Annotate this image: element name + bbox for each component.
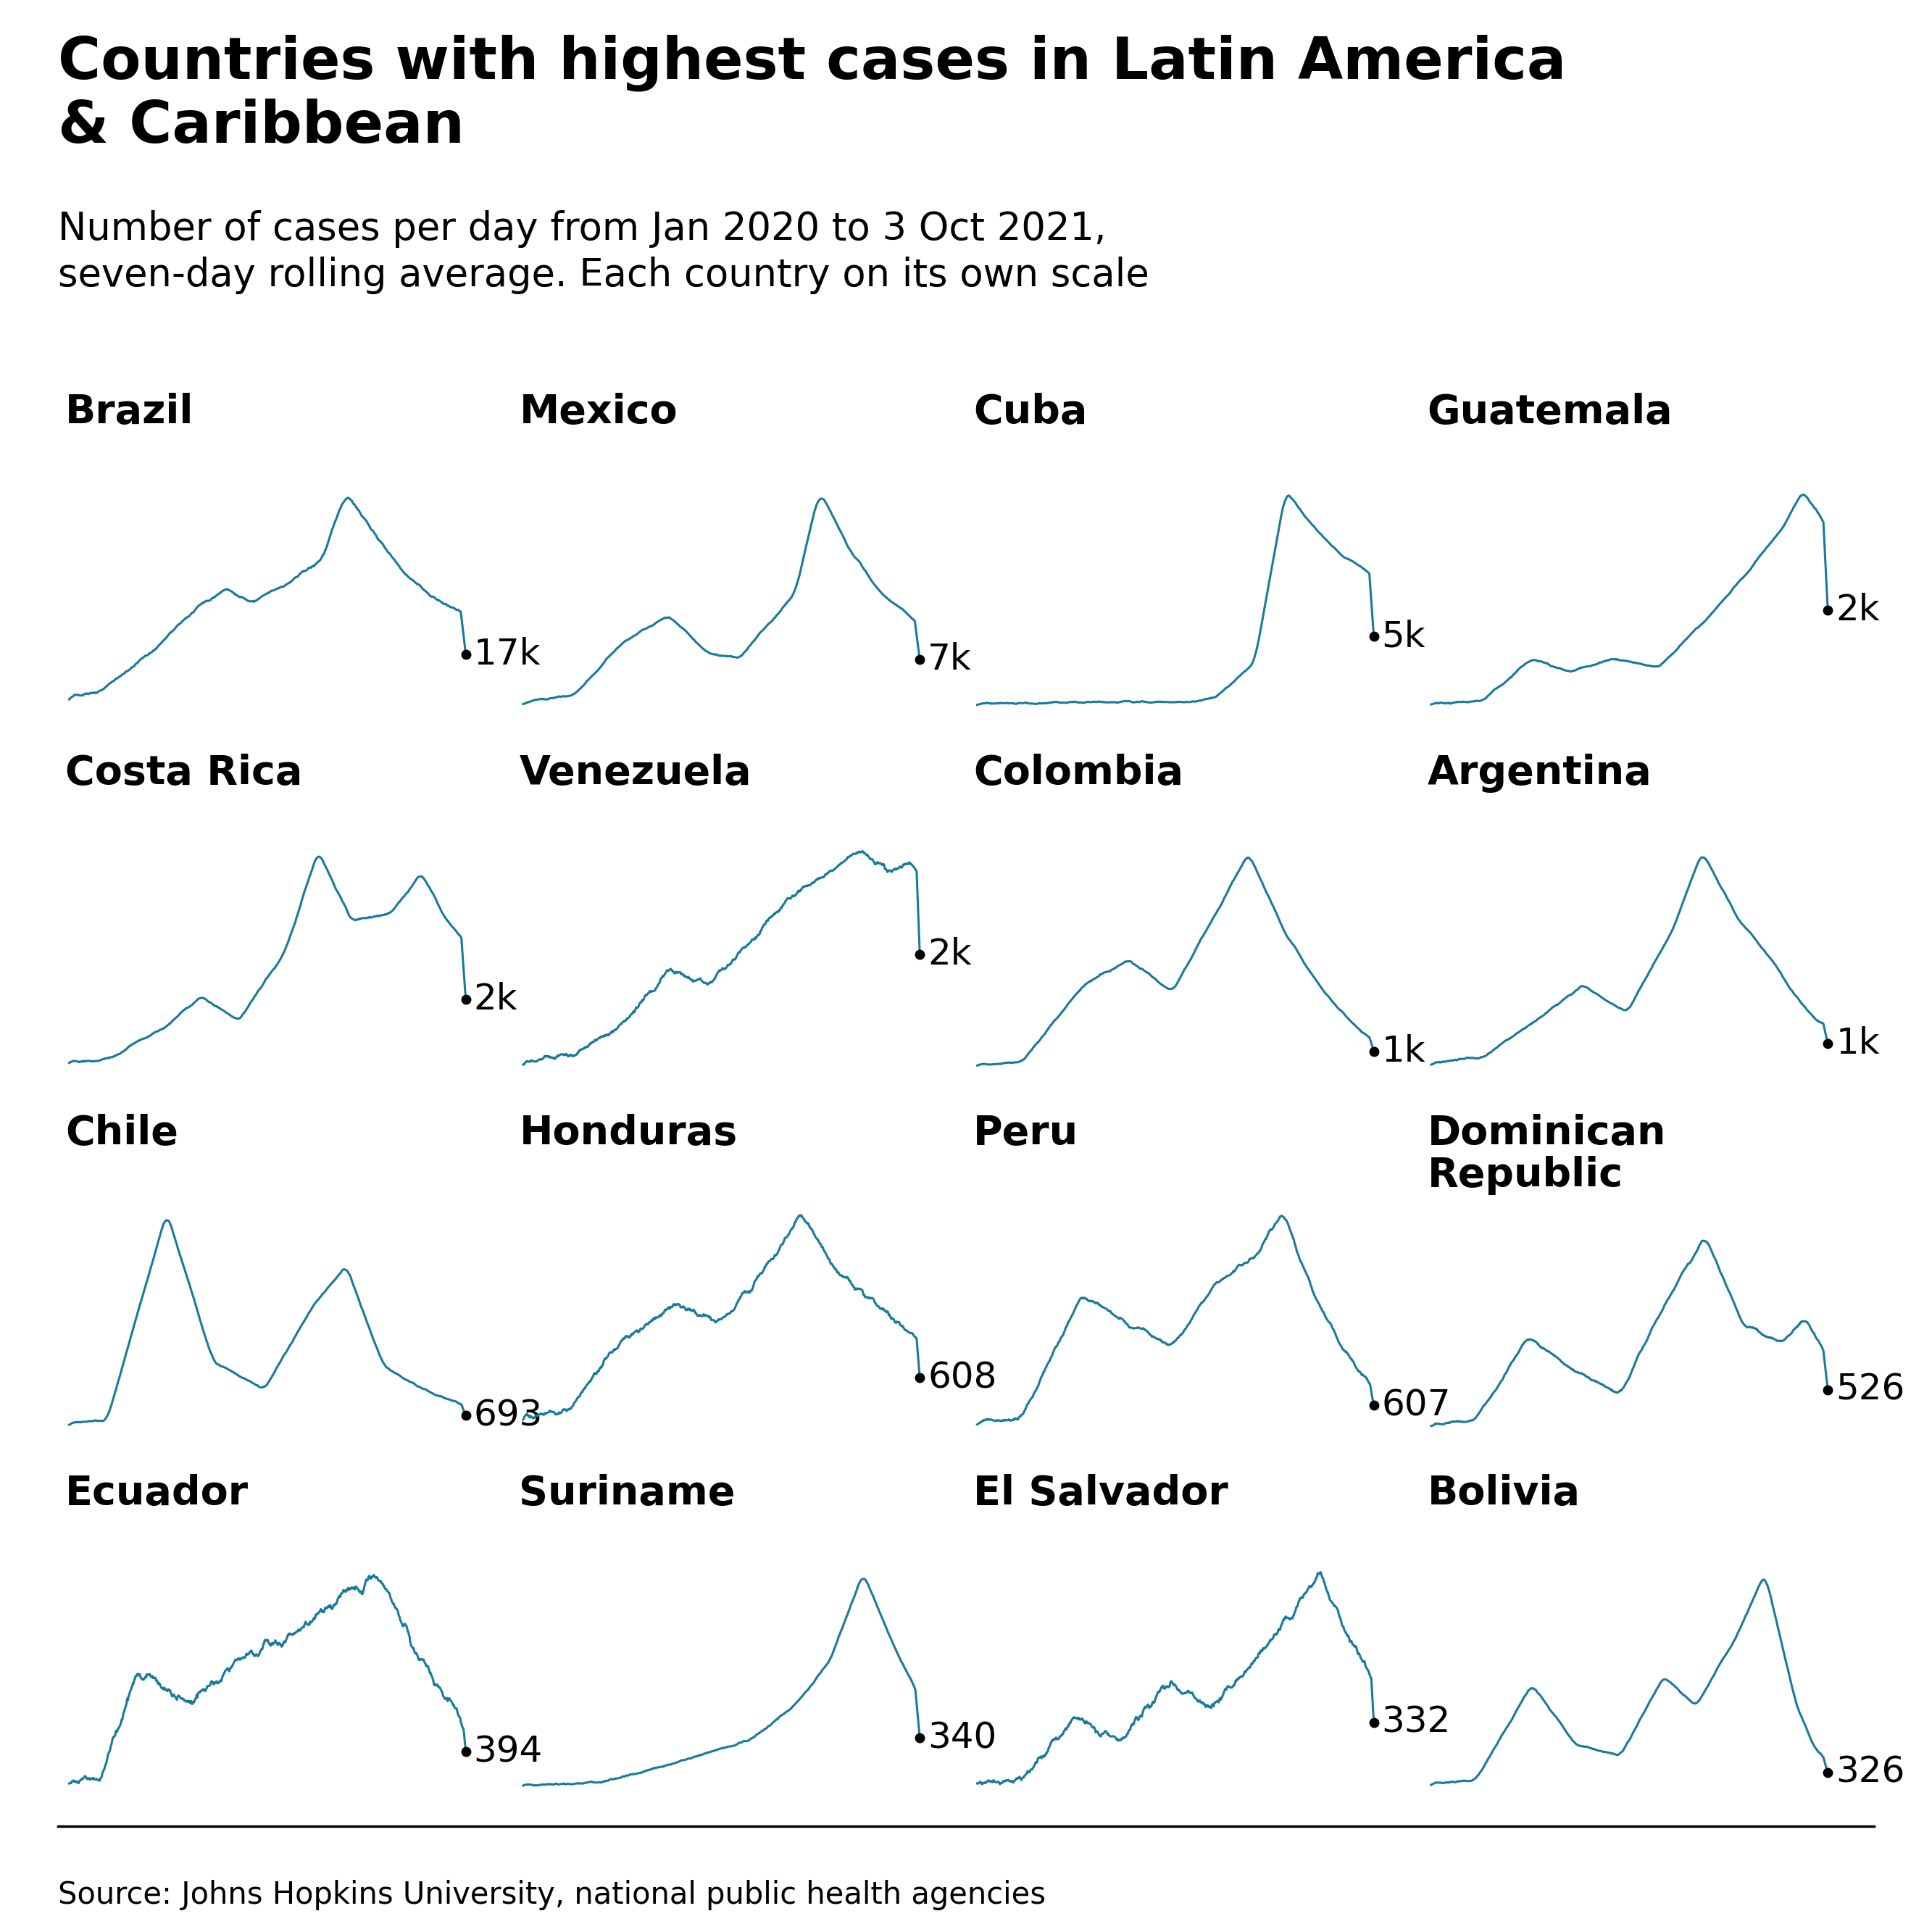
Text: Cuba: Cuba (974, 392, 1088, 433)
Text: Mexico: Mexico (520, 392, 678, 433)
Text: B: B (1837, 1870, 1859, 1897)
Text: 326: 326 (1835, 1754, 1905, 1789)
Text: 17k: 17k (473, 638, 541, 672)
Text: 608: 608 (927, 1360, 997, 1395)
Text: 2k: 2k (1835, 593, 1880, 628)
Text: 1k: 1k (1835, 1026, 1880, 1061)
Text: 5k: 5k (1381, 620, 1426, 655)
Text: Number of cases per day from Jan 2020 to 3 Oct 2021,
seven-day rolling average. : Number of cases per day from Jan 2020 to… (58, 211, 1150, 294)
Text: 693: 693 (473, 1399, 543, 1434)
Text: 7k: 7k (927, 641, 972, 676)
Text: Argentina: Argentina (1428, 753, 1652, 792)
Text: 332: 332 (1381, 1704, 1451, 1741)
Text: 2k: 2k (473, 981, 518, 1016)
Text: Dominican
Republic: Dominican Republic (1428, 1115, 1665, 1196)
Text: B: B (1799, 1870, 1820, 1897)
Text: Bolivia: Bolivia (1428, 1474, 1580, 1513)
Text: Venezuela: Venezuela (520, 753, 752, 792)
Text: Costa Rica: Costa Rica (66, 753, 303, 792)
Text: 394: 394 (473, 1735, 543, 1770)
Text: 607: 607 (1381, 1387, 1451, 1422)
Text: Source: Johns Hopkins University, national public health agencies: Source: Johns Hopkins University, nation… (58, 1880, 1045, 1911)
Text: Peru: Peru (974, 1115, 1078, 1153)
Text: Countries with highest cases in Latin America
& Caribbean: Countries with highest cases in Latin Am… (58, 35, 1567, 155)
Text: El Salvador: El Salvador (974, 1474, 1229, 1513)
Text: Colombia: Colombia (974, 753, 1184, 792)
Text: 340: 340 (927, 1721, 997, 1756)
Text: Chile: Chile (66, 1115, 178, 1153)
Text: Guatemala: Guatemala (1428, 392, 1673, 433)
Text: Honduras: Honduras (520, 1115, 738, 1153)
Text: Suriname: Suriname (520, 1474, 736, 1513)
Text: 526: 526 (1835, 1372, 1905, 1406)
Text: Brazil: Brazil (66, 392, 193, 433)
Text: 2k: 2k (927, 937, 972, 972)
Text: Ecuador: Ecuador (66, 1474, 249, 1513)
Text: 1k: 1k (1381, 1034, 1426, 1068)
Text: C: C (1876, 1870, 1897, 1897)
